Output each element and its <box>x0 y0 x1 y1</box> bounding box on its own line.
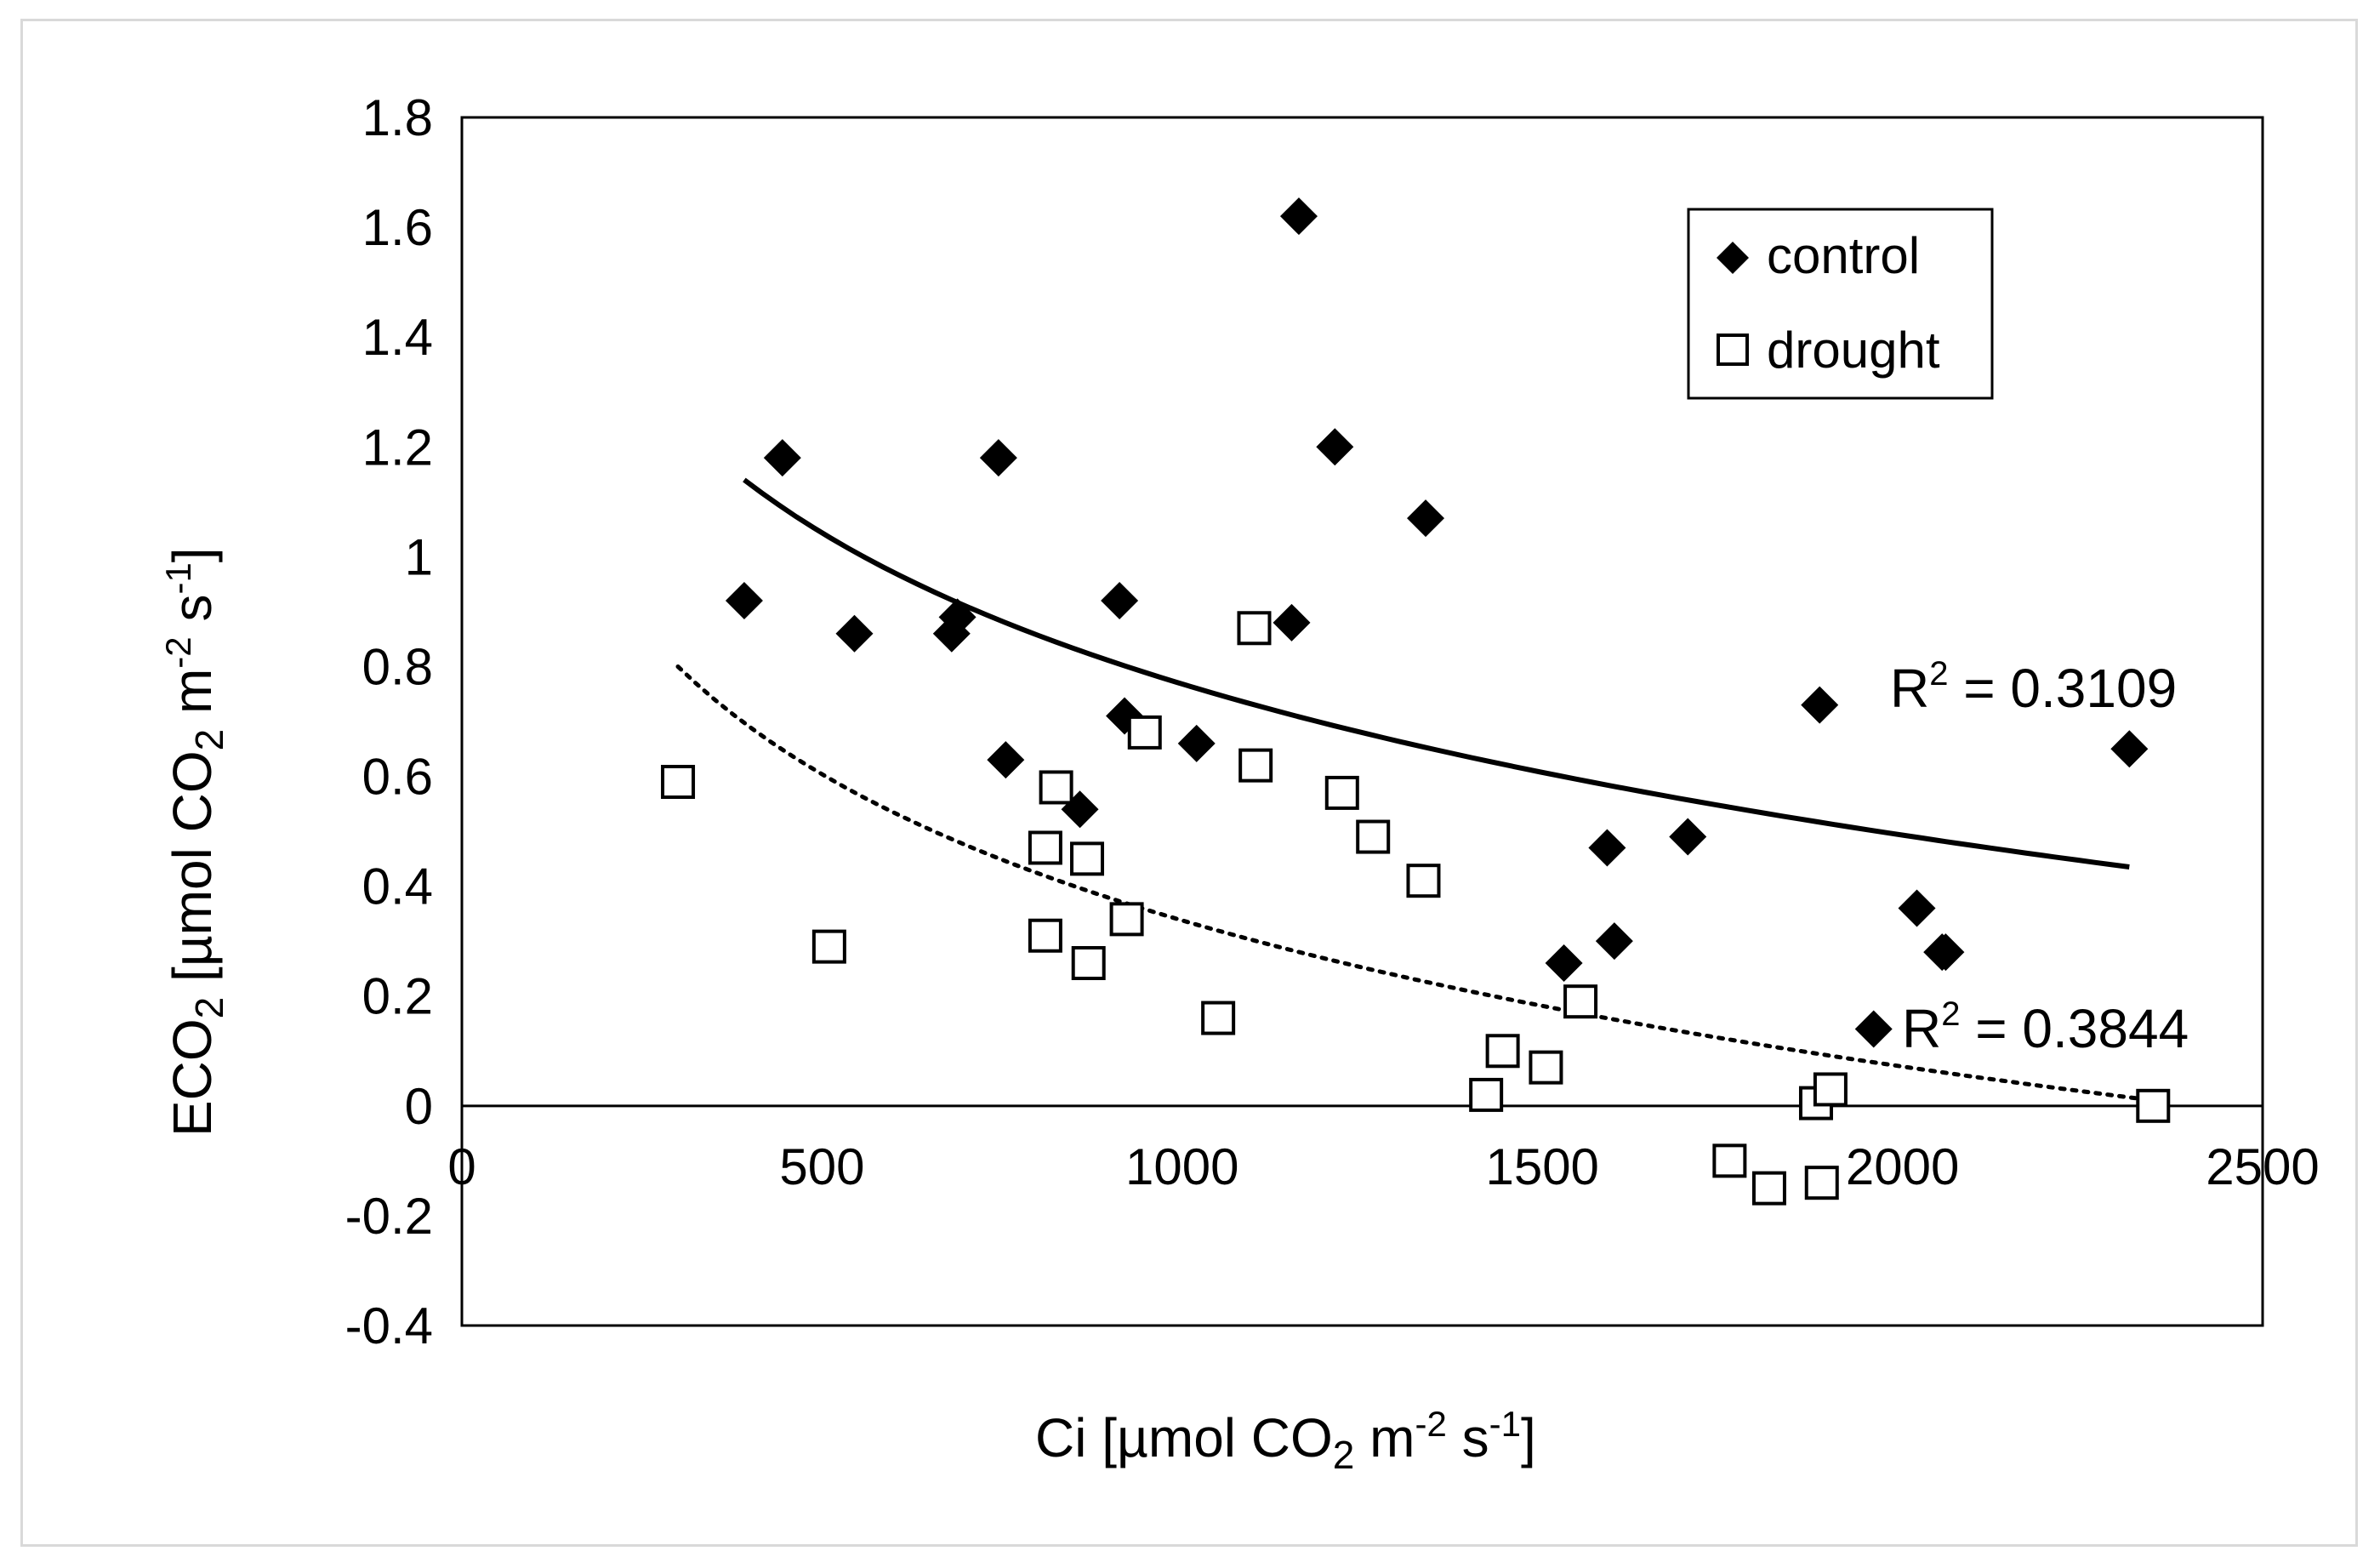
point-drought <box>1039 770 1073 805</box>
point-control <box>1588 829 1626 867</box>
legend-drought-label: drought <box>1767 322 1940 379</box>
y-tick-label: 1.6 <box>362 199 433 256</box>
point-drought <box>1237 611 1272 646</box>
point-drought <box>811 929 846 964</box>
point-drought <box>1751 1171 1786 1206</box>
x-axis-tick-labels: 0 500 1000 1500 2000 2500 <box>447 1138 2319 1195</box>
point-drought <box>1238 748 1273 783</box>
point-drought <box>1356 819 1391 854</box>
y-tick-label: 1.2 <box>362 419 433 476</box>
point-drought <box>1469 1077 1504 1112</box>
y-tick-label: 0 <box>405 1078 433 1135</box>
point-drought <box>1712 1143 1747 1178</box>
y-tick-label: 0.6 <box>362 749 433 806</box>
y-axis-title: ECO2 [µmol CO2 m-2 s-1] <box>158 547 231 1137</box>
point-control <box>2110 730 2149 768</box>
x-tick-label: 2500 <box>2206 1138 2319 1195</box>
y-tick-label: 0.8 <box>362 638 433 695</box>
point-control <box>1669 818 1707 856</box>
point-drought <box>1563 984 1598 1019</box>
y-tick-label: 1.4 <box>362 309 433 366</box>
point-control <box>1407 499 1445 538</box>
y-tick-label: 1 <box>405 528 433 585</box>
legend: control drought <box>1687 208 1994 400</box>
point-control <box>1279 197 1318 236</box>
y-tick-label: 0.2 <box>362 968 433 1025</box>
x-tick-label: 0 <box>447 1138 475 1195</box>
point-drought <box>1028 830 1062 865</box>
point-drought <box>1324 775 1359 810</box>
r2-label-drought: R2 = 0.3844 <box>1902 995 2189 1059</box>
point-control <box>725 582 763 619</box>
point-control <box>1854 1010 1893 1048</box>
y-tick-label: -0.4 <box>345 1297 433 1354</box>
point-control <box>938 598 976 636</box>
point-drought <box>1406 864 1441 898</box>
point-control <box>1801 686 1839 724</box>
point-drought <box>1028 918 1062 953</box>
point-drought <box>1127 715 1162 750</box>
point-control <box>1101 582 1139 619</box>
point-control <box>1273 603 1311 641</box>
point-control <box>1927 933 1965 972</box>
legend-control-label: control <box>1767 227 1920 284</box>
trendlines <box>675 477 2155 1103</box>
trendline-drought <box>675 664 2155 1103</box>
point-drought <box>1109 902 1144 937</box>
legend-box <box>1687 208 1994 400</box>
point-control <box>1595 922 1633 961</box>
figure-frame <box>20 19 2358 1547</box>
point-control <box>835 614 874 653</box>
y-tick-label: 0.4 <box>362 858 433 915</box>
x-axis-title: Ci [µmol CO2 m-2 s-1] <box>1035 1404 1536 1477</box>
point-control <box>1545 944 1583 982</box>
point-drought <box>1201 1001 1236 1035</box>
point-control <box>987 741 1025 779</box>
point-drought <box>661 765 696 799</box>
y-axis-tick-labels: 1.8 1.6 1.4 1.2 1 0.8 0.6 0.4 0.2 0 -0.2 -0.4 <box>345 89 433 1354</box>
point-drought <box>1813 1072 1848 1107</box>
x-tick-label: 1500 <box>1485 1138 1598 1195</box>
point-control <box>1177 724 1216 762</box>
x-tick-label: 1000 <box>1125 1138 1238 1195</box>
data-points <box>661 197 2171 1206</box>
legend-drought-marker <box>1717 334 1749 366</box>
point-control <box>763 439 801 477</box>
y-tick-label: 1.8 <box>362 89 433 146</box>
plot-area <box>460 116 2264 1327</box>
point-drought <box>1804 1166 1839 1200</box>
point-drought <box>1485 1034 1520 1069</box>
legend-control-marker <box>1717 242 1749 274</box>
point-control <box>1316 428 1354 466</box>
point-drought <box>1529 1050 1563 1085</box>
x-tick-label: 2000 <box>1846 1138 1959 1195</box>
y-tick-label: -0.2 <box>345 1188 433 1245</box>
point-drought <box>2136 1088 2171 1123</box>
point-control <box>979 439 1017 477</box>
point-drought <box>1071 946 1106 980</box>
x-tick-label: 500 <box>779 1138 864 1195</box>
point-control <box>1898 889 1936 927</box>
point-drought <box>1070 841 1105 876</box>
r2-label-control: R2 = 0.3109 <box>1890 655 2177 719</box>
trendline-control <box>743 477 2130 870</box>
